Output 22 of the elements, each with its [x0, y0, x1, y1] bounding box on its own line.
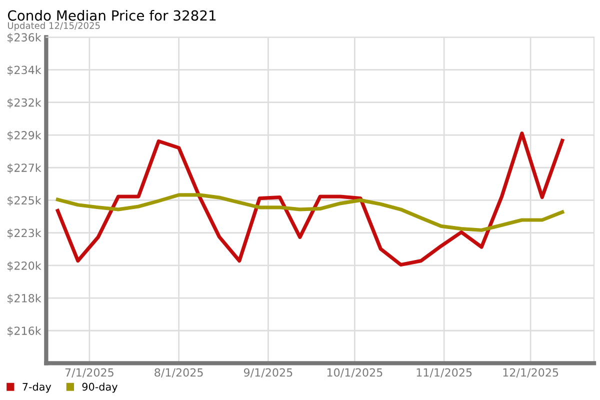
y-tick-label: $216k [8, 326, 42, 336]
line-series [56, 193, 564, 232]
x-tick-label: 12/1/2025 [503, 368, 558, 378]
y-tick-label: $225k [8, 196, 42, 206]
y-tick-label: $227k [8, 163, 42, 174]
chart-subtitle: Updated 12/15/2025 [8, 22, 100, 31]
x-tick-label: 11/1/2025 [416, 368, 472, 378]
y-tick-label: $220k [8, 261, 42, 272]
y-tick-label: $234k [8, 66, 42, 76]
y-tick-label: $218k [8, 294, 42, 304]
y-tick-label: $236k [8, 32, 42, 44]
y-tick-label: $229k [8, 130, 42, 141]
x-tick-label: 10/1/2025 [327, 368, 382, 378]
x-tick-label: 7/1/2025 [65, 368, 114, 378]
y-tick-label: $223k [8, 228, 42, 239]
line-series [56, 131, 564, 267]
chart-title: Condo Median Price for 32821 [8, 10, 216, 21]
x-tick-label: 9/1/2025 [244, 368, 292, 378]
y-tick-label: $232k [8, 98, 42, 108]
legend-label: 90-day [82, 382, 118, 393]
legend-label: 7-day [22, 382, 52, 393]
x-tick-label: 8/1/2025 [154, 368, 203, 378]
